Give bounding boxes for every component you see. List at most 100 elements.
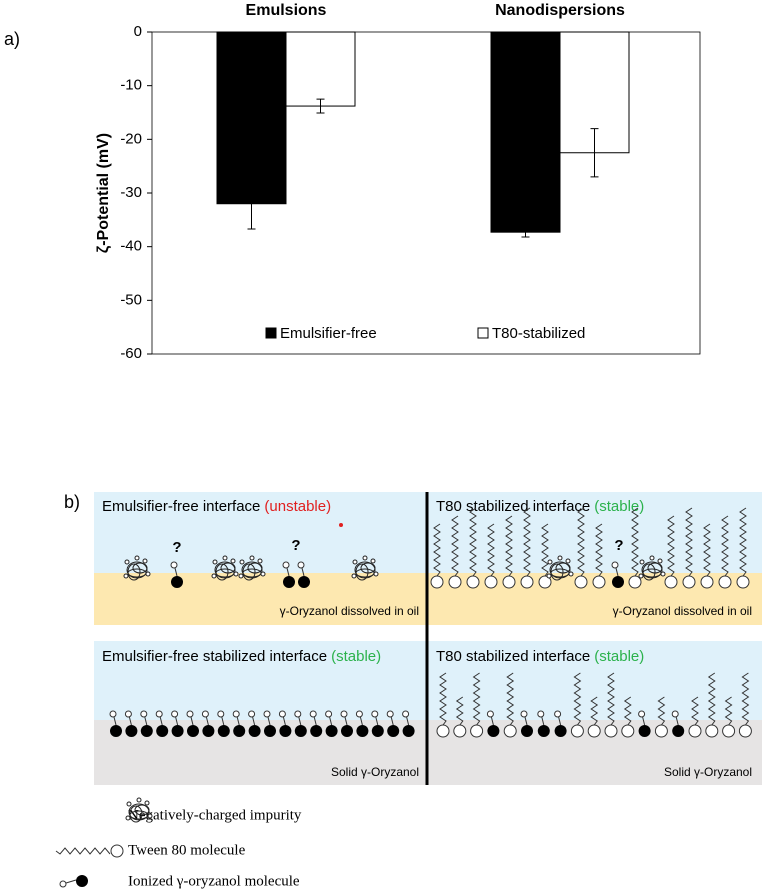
oryzanol-stem xyxy=(65,879,77,884)
tween-head xyxy=(664,575,678,589)
oryzanol-head xyxy=(187,725,199,737)
panel-title: Emulsifier-free stabilized interface (sta… xyxy=(102,648,381,665)
oryzanol-head xyxy=(140,725,153,737)
impurity-end xyxy=(373,571,379,577)
tween-head xyxy=(738,724,752,738)
oryzanol-head xyxy=(171,725,184,737)
title: T80 stabilized interface xyxy=(436,648,590,665)
impurity-end xyxy=(547,559,553,565)
oryzanol-head xyxy=(672,725,685,737)
oryzanol-tip xyxy=(309,710,317,718)
oryzanol-head xyxy=(156,725,169,737)
oryzanol-head xyxy=(371,725,384,737)
oryzanol-tip xyxy=(263,710,271,718)
impurity-end xyxy=(370,558,376,564)
tween-head xyxy=(604,724,618,738)
oryzanol-stem xyxy=(406,716,410,726)
legend-swatch xyxy=(265,327,277,339)
tween-tail xyxy=(707,672,716,726)
oryzanol-stem xyxy=(301,567,305,577)
tween-head xyxy=(688,724,702,738)
oryzanol-stem xyxy=(375,716,379,726)
phase-label: γ-Oryzanol dissolved in oil xyxy=(613,604,752,618)
tween-tail xyxy=(433,523,441,577)
oryzanol-head xyxy=(387,725,400,737)
oryzanol-head xyxy=(171,576,183,588)
impurity-end xyxy=(249,555,255,561)
tween-tail xyxy=(487,523,495,577)
panel-label: a) xyxy=(4,29,20,49)
impurity-end xyxy=(147,813,153,819)
tween-tail xyxy=(691,696,699,726)
y-tick-label: -50 xyxy=(120,291,142,308)
oryzanol-tip xyxy=(59,880,67,888)
impurity-end xyxy=(557,555,563,561)
oryzanol-stem xyxy=(344,716,348,726)
tween-tail xyxy=(667,515,675,577)
oryzanol-stem xyxy=(286,567,290,577)
oryzanol-stem xyxy=(558,716,562,726)
impurity-end xyxy=(230,558,236,564)
oryzanol-tip xyxy=(171,710,179,718)
oryzanol-stem xyxy=(128,716,132,726)
oryzanol-tip xyxy=(294,710,302,718)
legend-swatch xyxy=(477,327,489,339)
tween-tail xyxy=(741,672,750,726)
oryzanol-stem xyxy=(541,716,545,726)
tween-tail xyxy=(577,507,585,577)
impurity-end xyxy=(351,573,357,579)
tween-tail xyxy=(739,507,747,577)
oryzanol-head xyxy=(341,725,353,737)
tween-tail xyxy=(590,696,599,726)
oryzanol-tip xyxy=(371,710,379,718)
tween-tail xyxy=(607,672,615,726)
oryzanol-head xyxy=(294,725,307,737)
tween-head xyxy=(453,724,467,738)
tween-head xyxy=(592,575,606,589)
impurity-end xyxy=(126,801,132,807)
y-tick-label: -20 xyxy=(120,130,142,147)
legend-text: Tween 80 molecule xyxy=(128,842,246,858)
oryzanol-stem xyxy=(175,716,179,726)
dot xyxy=(339,523,343,527)
tween-head xyxy=(436,724,450,738)
tween-tail xyxy=(469,507,477,577)
oryzanol-head xyxy=(125,725,138,737)
bar xyxy=(490,31,561,233)
y-tick-label: -60 xyxy=(120,345,142,362)
oryzanol-tip xyxy=(340,710,348,718)
oryzanol-head xyxy=(298,576,310,588)
impurity-end xyxy=(565,558,571,564)
impurity-end xyxy=(546,573,552,579)
panel-title: T80 stabilized interface (stable) xyxy=(436,648,644,665)
oryzanol-tip xyxy=(170,561,178,569)
tween-tail xyxy=(595,523,603,577)
tween-head xyxy=(682,575,696,589)
tween-tail xyxy=(472,672,481,726)
impurity-end xyxy=(136,797,142,803)
oryzanol-stem xyxy=(313,716,317,726)
tween-tail xyxy=(451,515,459,577)
oryzanol-tip xyxy=(232,710,240,718)
oryzanol-head xyxy=(264,725,276,737)
tween-head xyxy=(705,724,719,738)
tween-head xyxy=(736,575,750,589)
oryzanol-tip xyxy=(402,710,410,718)
impurity-end xyxy=(257,558,263,564)
panel-title: T80 stabilized interface (stable) xyxy=(436,498,644,515)
impurity-end xyxy=(124,559,130,565)
oryzanol-head xyxy=(612,576,624,588)
oryzanol-tip xyxy=(124,710,132,718)
oryzanol-stem xyxy=(252,716,256,726)
category-label: Nanodispersions xyxy=(495,2,625,19)
question-mark: ? xyxy=(172,539,181,556)
category-label: Emulsions xyxy=(246,2,327,19)
tween-head xyxy=(484,575,498,589)
tween-head xyxy=(700,575,714,589)
tween-head xyxy=(628,575,642,589)
legend-text: Negatively-charged impurity xyxy=(128,807,302,823)
impurity-end xyxy=(657,558,663,564)
oryzanol-stem xyxy=(675,716,679,726)
oryzanol-head xyxy=(110,725,122,737)
impurity-end xyxy=(134,555,140,561)
